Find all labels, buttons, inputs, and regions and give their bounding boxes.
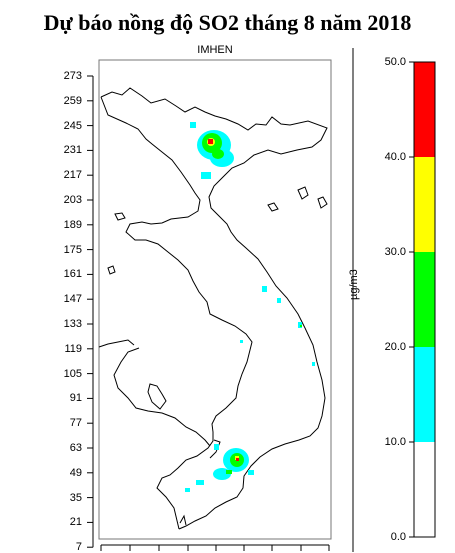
y-axis: [87, 75, 94, 548]
colorbar-band: [414, 252, 435, 347]
y-tick-label: 161: [63, 268, 82, 281]
concentration-patches: [185, 122, 315, 492]
y-tick-label: 189: [63, 218, 82, 231]
colorbar-tick-label: 0.0: [390, 531, 406, 543]
colorbar-unit-label: µg/m3: [348, 269, 360, 300]
map-title: Dự báo nồng độ SO2 tháng 8 năm 2018: [43, 10, 412, 35]
y-tick-label: 217: [63, 169, 82, 182]
y-tick-label: 245: [63, 119, 82, 132]
y-tick-label: 7: [75, 541, 82, 553]
y-tick-label: 77: [69, 417, 82, 430]
x-axis-ticks: [100, 544, 330, 551]
colorbar-tick-label: 50.0: [384, 56, 406, 68]
colorbar: [409, 61, 436, 538]
colorbar-tick-label: 10.0: [384, 436, 406, 448]
colorbar-tick-label: 40.0: [384, 151, 406, 163]
y-tick-label: 133: [63, 318, 82, 330]
map-frame: [98, 59, 332, 540]
y-tick-label: 273: [63, 70, 82, 82]
y-tick-label: 175: [63, 243, 82, 256]
y-tick-label: 21: [69, 516, 82, 529]
y-tick-label: 91: [69, 392, 82, 405]
y-tick-label: 147: [63, 293, 82, 306]
colorbar-band: [414, 442, 435, 537]
y-tick-label: 119: [64, 342, 82, 355]
y-tick-label: 105: [63, 367, 82, 380]
colorbar-band: [414, 157, 435, 252]
y-tick-label: 63: [69, 442, 82, 454]
y-tick-label: 35: [69, 491, 82, 504]
y-tick-label: 203: [63, 194, 82, 206]
colorbar-band: [414, 347, 435, 442]
colorbar-tick-label: 20.0: [384, 341, 406, 353]
y-tick-label: 231: [63, 144, 82, 157]
colorbar-frame: [413, 61, 436, 538]
y-tick-label: 49: [69, 466, 82, 479]
country-outline: [98, 87, 328, 530]
map-subtitle: IMHEN: [197, 44, 233, 56]
y-tick-label: 259: [63, 94, 82, 107]
colorbar-tick-label: 30.0: [384, 246, 406, 258]
colorbar-band: [414, 62, 435, 157]
